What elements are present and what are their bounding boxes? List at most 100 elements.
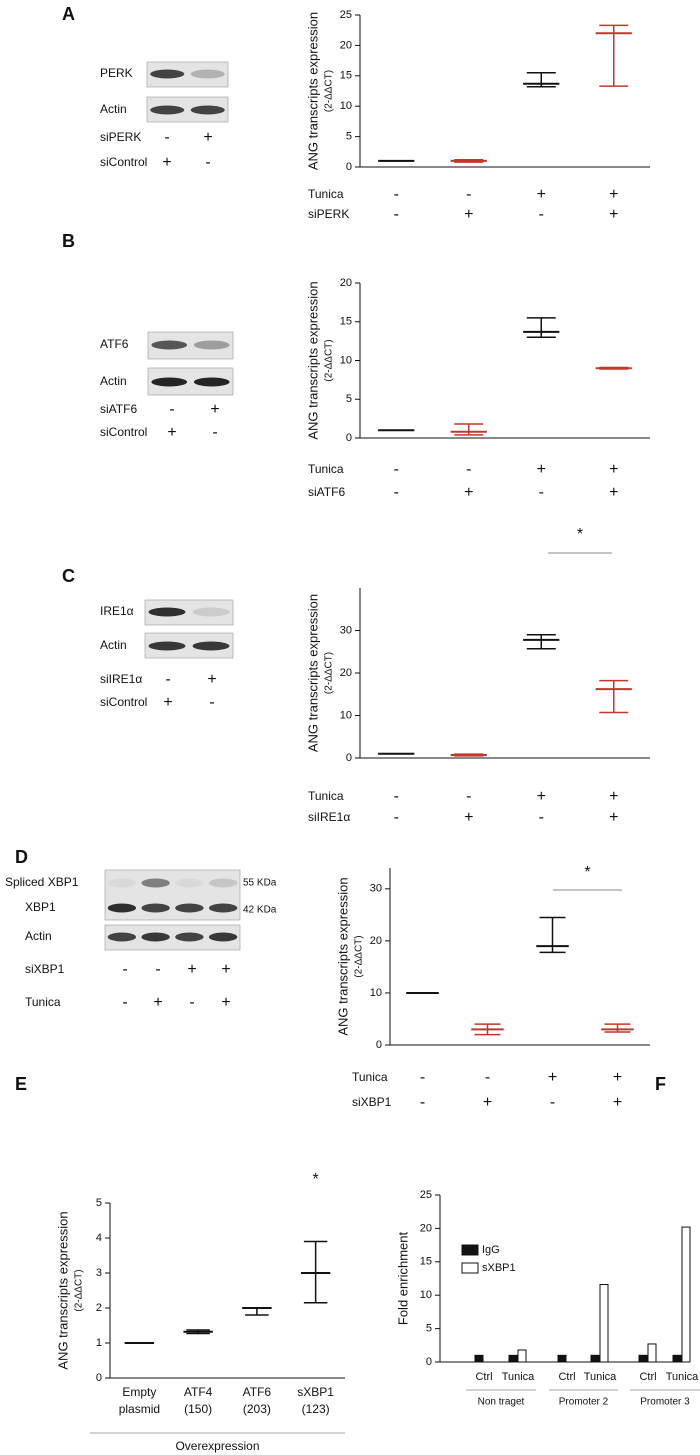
condition-label: siIRE1α	[308, 810, 350, 824]
significance-star: *	[577, 526, 583, 543]
y-axis-unit: (2-ΔΔCT)	[354, 935, 365, 977]
y-tick-label: 5	[346, 131, 352, 143]
condition-sign: -	[466, 186, 471, 203]
condition-label: Tunica	[308, 462, 344, 476]
legend-label: sXBP1	[482, 1262, 516, 1274]
y-axis-label: ANG transcripts expression	[55, 1211, 70, 1369]
y-tick-label: 15	[340, 316, 352, 328]
condition-sign: -	[205, 154, 210, 171]
bar	[508, 1354, 518, 1363]
condition-sign: -	[539, 206, 544, 223]
bar	[638, 1354, 648, 1363]
y-axis-unit: (2-ΔΔCT)	[74, 1269, 85, 1311]
x-tick-label: Ctrl	[639, 1371, 656, 1383]
x-tick-label: plasmid	[119, 1402, 160, 1416]
condition-sign: +	[207, 671, 216, 688]
y-axis-label: ANG transcripts expression	[305, 281, 320, 439]
y-tick-label: 25	[340, 9, 352, 21]
y-tick-label: 30	[370, 883, 382, 895]
condition-sign: +	[609, 484, 618, 501]
blot-band	[175, 878, 204, 888]
condition-sign: -	[122, 994, 127, 1011]
y-tick-label: 0	[376, 1039, 382, 1051]
y-axis-label: ANG transcripts expression	[305, 12, 320, 170]
legend-swatch	[461, 1244, 479, 1256]
x-tick-label: ATF6	[243, 1385, 272, 1399]
condition-sign: +	[187, 961, 196, 978]
significance-star: *	[584, 864, 590, 881]
blot-band	[148, 607, 186, 617]
condition-sign: +	[609, 186, 618, 203]
condition-sign: +	[163, 694, 172, 711]
condition-sign: -	[420, 1069, 425, 1086]
condition-sign: -	[155, 961, 160, 978]
blot-size-label: 55 KDa	[243, 878, 277, 889]
condition-label: siControl	[100, 155, 147, 169]
blot-band	[141, 903, 170, 913]
condition-sign: -	[394, 206, 399, 223]
y-tick-label: 0	[346, 752, 352, 764]
bar	[599, 1284, 609, 1363]
condition-sign: -	[209, 694, 214, 711]
condition-sign: -	[466, 461, 471, 478]
group-label: Non traget	[478, 1397, 525, 1408]
blot-band	[107, 903, 137, 913]
blot-band	[141, 932, 170, 942]
condition-sign: +	[167, 424, 176, 441]
condition-label: siXBP1	[25, 962, 65, 976]
x-tick-label: Ctrl	[475, 1371, 492, 1383]
condition-label: siPERK	[100, 130, 141, 144]
condition-sign: +	[548, 1069, 557, 1086]
blot-band	[141, 878, 170, 888]
y-tick-label: 0	[96, 1372, 102, 1384]
y-tick-label: 5	[426, 1323, 432, 1335]
blot-band	[208, 878, 238, 888]
blot-row-label: PERK	[100, 66, 133, 80]
condition-sign: -	[550, 1094, 555, 1111]
blot-band	[107, 878, 137, 888]
condition-sign: -	[466, 788, 471, 805]
condition-label: siATF6	[100, 402, 137, 416]
blot-row-label: XBP1	[25, 900, 56, 914]
y-tick-label: 15	[340, 70, 352, 82]
condition-sign: +	[210, 401, 219, 418]
panel-letter: B	[62, 231, 75, 251]
x-tick-label: sXBP1	[297, 1385, 334, 1399]
condition-sign: -	[394, 484, 399, 501]
panel-letter: E	[15, 1074, 27, 1094]
x-tick-label: (150)	[184, 1402, 212, 1416]
condition-sign: -	[122, 961, 127, 978]
blot-band	[107, 932, 137, 942]
condition-sign: -	[394, 186, 399, 203]
blot-band	[151, 377, 188, 387]
y-axis-unit: (2-ΔΔCT)	[324, 70, 335, 112]
condition-sign: +	[464, 809, 473, 826]
legend-swatch	[461, 1262, 479, 1274]
condition-sign: +	[464, 484, 473, 501]
condition-sign: -	[212, 424, 217, 441]
condition-sign: -	[539, 809, 544, 826]
group-label: Promoter 2	[559, 1397, 609, 1408]
y-tick-label: 10	[340, 709, 352, 721]
blot-band	[192, 607, 230, 617]
y-tick-label: 15	[420, 1256, 432, 1268]
panel-letter: C	[62, 566, 75, 586]
blot-band	[193, 340, 230, 350]
condition-label: Tunica	[352, 1070, 388, 1084]
blot-band	[192, 641, 230, 651]
y-axis-label: ANG transcripts expression	[335, 877, 350, 1035]
condition-sign: +	[609, 809, 618, 826]
blot-size-label: 42 KDa	[243, 905, 277, 916]
condition-label: siATF6	[308, 485, 345, 499]
condition-sign: +	[221, 994, 230, 1011]
condition-sign: +	[609, 461, 618, 478]
y-tick-label: 0	[346, 432, 352, 444]
condition-sign: -	[189, 994, 194, 1011]
blot-row-label: Actin	[100, 638, 127, 652]
panel-letter: D	[15, 847, 28, 867]
condition-sign: +	[613, 1069, 622, 1086]
bar	[557, 1354, 567, 1363]
y-tick-label: 3	[96, 1267, 102, 1279]
